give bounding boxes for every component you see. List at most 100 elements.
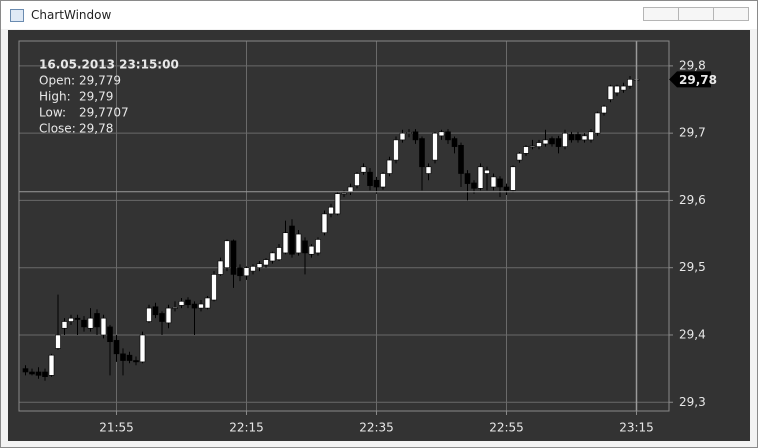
candle-body	[471, 182, 477, 189]
candle-body	[100, 317, 107, 336]
candle-body	[581, 135, 588, 141]
candle-body	[594, 112, 601, 134]
candle-body	[367, 171, 373, 186]
candle-body	[178, 301, 185, 306]
candle-body	[627, 79, 633, 87]
info-value: 29,78	[79, 122, 113, 136]
candle-body	[217, 260, 224, 275]
info-key: Close:	[39, 122, 76, 136]
candle-body	[204, 297, 211, 309]
candle-body	[354, 173, 360, 186]
candle-body	[113, 340, 120, 355]
candle-body	[55, 334, 61, 349]
candle-body	[29, 371, 35, 375]
candle-body	[243, 267, 250, 277]
candle-body	[360, 166, 367, 173]
candle-body	[607, 85, 614, 100]
candle-body	[575, 134, 581, 141]
candle-body	[211, 274, 217, 301]
candle-body	[256, 263, 263, 269]
candle-body	[321, 213, 328, 234]
candle-body	[282, 232, 289, 254]
candle-body	[425, 166, 432, 174]
candle-body	[393, 139, 399, 161]
last-value-tag	[669, 71, 711, 88]
candle-body	[536, 142, 542, 147]
candle-body	[529, 145, 536, 148]
info-value: 29,779	[79, 74, 121, 88]
candle-body	[451, 138, 458, 147]
candle-body	[464, 173, 471, 184]
y-tick-label: 29,4	[679, 327, 706, 341]
candle-body	[516, 153, 523, 161]
candle-body	[159, 313, 165, 322]
candle-body	[438, 131, 445, 137]
candle-body	[191, 303, 198, 309]
candle-body	[406, 132, 412, 134]
candle-body	[497, 178, 503, 188]
close-button[interactable]	[713, 7, 749, 21]
y-tick-label: 29,6	[679, 193, 706, 207]
candle-body	[74, 317, 81, 320]
candle-body	[185, 299, 191, 306]
y-tick-label: 29,5	[679, 260, 706, 274]
candle-body	[68, 317, 74, 322]
candle-body	[289, 225, 295, 255]
candle-body	[48, 354, 55, 376]
y-tick-label: 29,8	[679, 58, 706, 72]
candle-body	[120, 353, 126, 361]
candle-body	[198, 303, 204, 309]
candle-body	[445, 131, 451, 141]
chart-background	[8, 30, 750, 441]
candle-body	[399, 132, 406, 141]
candle-body	[269, 252, 276, 262]
info-title: 16.05.2013 23:15:00	[39, 58, 179, 72]
candle-body	[484, 169, 490, 174]
candle-body	[172, 307, 178, 309]
candle-body	[432, 132, 438, 161]
candle-body	[276, 247, 282, 260]
candle-body	[477, 166, 484, 189]
candle-body	[562, 132, 568, 147]
candle-body	[386, 159, 393, 174]
candle-body	[230, 240, 237, 275]
candle-body	[295, 233, 302, 254]
candle-body	[549, 138, 555, 145]
candle-body	[620, 85, 627, 91]
candle-body	[555, 138, 562, 147]
candle-body	[81, 319, 87, 328]
candle-body	[601, 105, 607, 114]
candle-body	[347, 186, 354, 193]
candle-body	[107, 326, 113, 343]
candle-body	[61, 321, 68, 329]
candle-body	[42, 371, 48, 377]
candle-body	[614, 85, 620, 94]
candle-body	[315, 239, 321, 254]
candle-body	[146, 307, 152, 322]
x-tick-label: 22:15	[229, 421, 264, 435]
last-value-label: 29,78	[679, 73, 717, 87]
candle-body	[308, 245, 315, 255]
info-value: 29,79	[79, 90, 113, 104]
candle-body	[568, 134, 575, 141]
candle-body	[328, 206, 334, 215]
x-tick-label: 23:15	[619, 421, 654, 435]
candle-body	[133, 360, 139, 363]
candle-body	[250, 266, 256, 272]
info-key: High:	[39, 90, 71, 104]
x-tick-label: 22:35	[359, 421, 394, 435]
candle-body	[334, 193, 341, 215]
candle-body	[87, 317, 94, 329]
candle-body	[490, 176, 497, 188]
candle-body	[503, 186, 510, 191]
candle-body	[373, 179, 380, 188]
plot-border	[18, 40, 670, 412]
y-tick-label: 29,7	[679, 126, 706, 140]
candle-body	[237, 267, 243, 277]
candle-body	[94, 313, 100, 328]
candle-body	[523, 146, 529, 154]
title-bar: ChartWindow	[1, 1, 757, 29]
candle-body	[419, 138, 425, 168]
